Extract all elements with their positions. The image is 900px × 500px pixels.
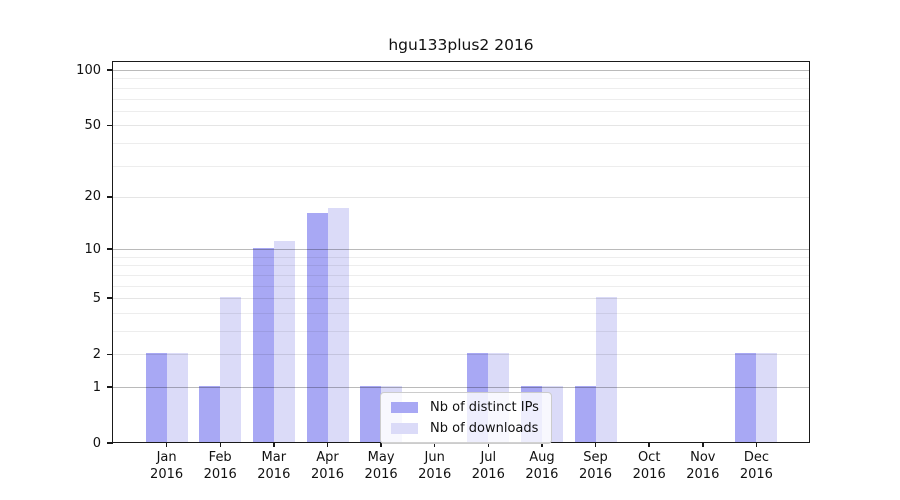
gridline-3 — [113, 331, 809, 332]
gridline-8 — [113, 265, 809, 267]
gridline-30 — [113, 165, 809, 167]
bar-ips-feb — [199, 386, 221, 442]
x-tick-label-feb: Feb 2016 — [203, 450, 237, 482]
x-tick-label-may: May 2016 — [364, 450, 398, 482]
x-tick-mar — [273, 442, 275, 447]
gridline-5 — [113, 298, 809, 300]
y-tick-label-1: 1 — [92, 379, 101, 395]
x-tick-label-dec: Dec 2016 — [739, 450, 773, 482]
y-tick-1 — [107, 386, 113, 388]
bar-dl-sep — [595, 297, 617, 442]
y-tick-label-0: 0 — [92, 435, 101, 451]
legend-swatch-downloads — [391, 423, 418, 434]
x-tick-oct — [648, 442, 650, 447]
x-tick-jun — [433, 442, 436, 447]
x-tick-may — [380, 442, 382, 447]
bar-dl-jan — [166, 353, 188, 442]
y-tick-label-50: 50 — [84, 117, 101, 133]
gridline-100 — [113, 70, 809, 71]
x-tick-jan — [165, 442, 168, 447]
y-tick-5 — [107, 297, 113, 299]
gridline-2 — [113, 354, 809, 356]
bar-ips-sep — [574, 386, 596, 442]
x-tick-dec — [755, 442, 758, 447]
y-tick-10 — [107, 248, 113, 250]
legend-item-distinct-ips: Nb of distinct IPs — [391, 400, 539, 415]
y-tick-label-2: 2 — [92, 346, 101, 362]
gridline-1 — [113, 387, 809, 388]
bar-ips-may — [360, 386, 382, 442]
x-tick-jul — [487, 442, 490, 447]
y-tick-20 — [107, 196, 113, 198]
gridline-9 — [113, 256, 809, 258]
legend-item-downloads: Nb of downloads — [391, 421, 539, 436]
x-tick-apr — [326, 442, 329, 447]
y-tick-label-10: 10 — [84, 241, 101, 257]
x-tick-label-nov: Nov 2016 — [686, 450, 720, 482]
legend-swatch-distinct-ips — [391, 402, 418, 413]
gridline-60 — [113, 110, 809, 112]
bar-ips-mar — [252, 248, 274, 442]
chart-title: hgu133plus2 2016 — [388, 36, 534, 54]
x-tick-label-apr: Apr 2016 — [310, 450, 345, 482]
gridline-40 — [113, 142, 809, 144]
gridline-7 — [113, 274, 809, 276]
x-tick-aug — [541, 442, 543, 447]
y-tick-label-20: 20 — [84, 189, 101, 205]
gridline-70 — [113, 98, 809, 100]
x-tick-label-jul: Jul 2016 — [471, 450, 505, 482]
y-tick-2 — [107, 353, 113, 355]
x-tick-feb — [219, 442, 221, 447]
gridline-80 — [113, 87, 809, 89]
x-tick-sep — [594, 442, 597, 447]
bar-ips-apr — [306, 213, 328, 442]
legend-label-downloads: Nb of downloads — [430, 421, 539, 436]
bar-dl-mar — [273, 241, 295, 442]
x-tick-label-aug: Aug 2016 — [525, 450, 559, 482]
y-tick-label-5: 5 — [92, 290, 101, 306]
gridline-10 — [113, 249, 809, 251]
bar-dl-apr — [327, 208, 349, 442]
x-tick-label-oct: Oct 2016 — [632, 450, 666, 482]
y-tick-50 — [107, 124, 113, 126]
x-tick-nov — [702, 442, 704, 447]
gridline-90 — [113, 78, 809, 80]
y-tick-100 — [107, 69, 113, 71]
gridline-50 — [113, 125, 809, 127]
x-tick-label-jun: Jun 2016 — [418, 450, 452, 482]
y-tick-0 — [107, 442, 113, 444]
legend: Nb of distinct IPs Nb of downloads — [380, 392, 552, 444]
gridline-6 — [113, 285, 809, 287]
bar-ips-jan — [145, 353, 167, 442]
y-tick-label-100: 100 — [76, 62, 101, 78]
x-tick-label-mar: Mar 2016 — [257, 450, 291, 482]
plot-area: Jan 2016 Feb 2016 Mar 2016 Apr 2016 May 2016… — [76, 61, 810, 482]
bar-dl-feb — [220, 297, 242, 442]
bar-ips-dec — [735, 353, 757, 442]
bar-dl-dec — [756, 353, 778, 442]
gridline-4 — [113, 312, 809, 314]
legend-label-distinct-ips: Nb of distinct IPs — [430, 400, 539, 415]
x-tick-label-jan: Jan 2016 — [150, 450, 184, 482]
gridline-20 — [113, 196, 809, 198]
x-tick-label-sep: Sep 2016 — [578, 450, 613, 482]
